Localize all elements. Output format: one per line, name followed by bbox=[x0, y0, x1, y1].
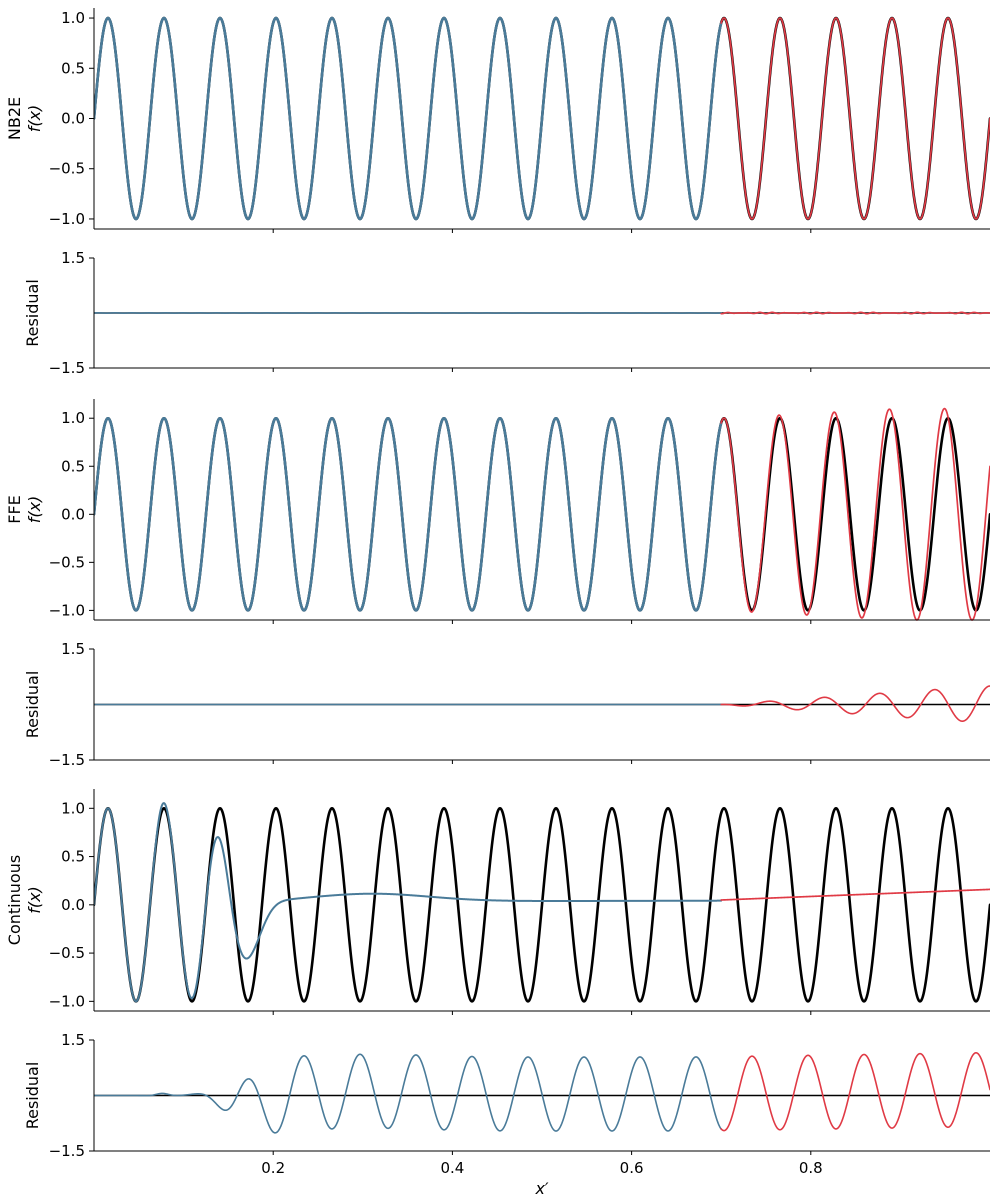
interpolation-residual bbox=[94, 1053, 722, 1134]
panel-2: 1.5 −1.5 Residual bbox=[23, 249, 990, 377]
panel-4: 1.5 −1.5 Residual bbox=[23, 640, 990, 769]
y-axis-label-line-2: f(x) bbox=[25, 105, 44, 133]
x-tick-label: 0.6 bbox=[620, 1159, 644, 1177]
y-axis-label: Residual bbox=[23, 279, 42, 347]
plot-area bbox=[94, 802, 990, 1003]
panel-1: 1.0 0.5 0.0 −0.5 −1.0 NB2E f(x) bbox=[5, 8, 990, 233]
x-tick-label: 0.2 bbox=[261, 1159, 285, 1177]
interpolation-line bbox=[94, 16, 723, 221]
y-axis-label: Residual bbox=[23, 1062, 42, 1130]
y-tick-label: −0.5 bbox=[49, 944, 85, 962]
extrapolation-residual bbox=[720, 1052, 990, 1132]
y-tick-label: −1.5 bbox=[49, 359, 85, 377]
y-tick-label: 1.0 bbox=[61, 409, 85, 427]
y-tick-label: −1.5 bbox=[49, 751, 85, 769]
plot-area bbox=[94, 407, 990, 621]
y-tick-label: 1.5 bbox=[61, 640, 85, 658]
y-axis-label-line-2: f(x) bbox=[25, 496, 44, 524]
y-tick-label: −1.0 bbox=[49, 601, 85, 619]
y-axis-label-line-1: Continuous bbox=[5, 855, 24, 945]
interpolation-line bbox=[94, 802, 723, 1003]
y-tick-label: −1.5 bbox=[49, 1142, 85, 1160]
y-tick-label: −1.0 bbox=[49, 992, 85, 1010]
y-axis-label-line-2: f(x) bbox=[25, 886, 44, 914]
extrapolation-residual bbox=[720, 311, 990, 315]
y-tick-label: −1.0 bbox=[49, 210, 85, 228]
y-axis-label: Residual bbox=[23, 671, 42, 739]
y-tick-label: 0.0 bbox=[61, 896, 85, 914]
y-tick-label: 1.0 bbox=[61, 799, 85, 817]
x-tick-label: 0.8 bbox=[799, 1159, 823, 1177]
y-tick-label: 0.0 bbox=[61, 110, 85, 128]
x-axis-label: x′ bbox=[534, 1179, 548, 1198]
y-tick-label: 1.5 bbox=[61, 249, 85, 267]
y-tick-label: −0.5 bbox=[49, 553, 85, 571]
plot-area bbox=[94, 311, 990, 315]
y-tick-label: −0.5 bbox=[49, 160, 85, 178]
extrapolation-line bbox=[720, 17, 990, 220]
panel-3: 1.0 0.5 0.0 −0.5 −1.0 FFE f(x) bbox=[5, 399, 990, 624]
extrapolation-line bbox=[720, 407, 990, 621]
y-tick-label: 0.5 bbox=[61, 59, 85, 77]
extrapolation-residual bbox=[720, 685, 990, 722]
interpolation-line bbox=[94, 416, 723, 612]
y-tick-label: 1.0 bbox=[61, 9, 85, 27]
plot-area bbox=[94, 685, 990, 722]
y-tick-label: 1.5 bbox=[61, 1031, 85, 1049]
plot-area bbox=[94, 1052, 990, 1134]
plot-area bbox=[94, 16, 990, 221]
x-tick-label: 0.4 bbox=[440, 1159, 464, 1177]
y-tick-label: 0.5 bbox=[61, 457, 85, 475]
y-tick-label: 0.5 bbox=[61, 848, 85, 866]
extrapolation-line bbox=[720, 888, 990, 901]
panel-5: 1.0 0.5 0.0 −0.5 −1.0 Continuous f(x) bbox=[5, 789, 990, 1015]
y-axis-label-line-1: NB2E bbox=[5, 97, 24, 140]
truth-line bbox=[94, 807, 990, 1003]
y-tick-label: 0.0 bbox=[61, 505, 85, 523]
y-axis-label-line-1: FFE bbox=[5, 495, 24, 524]
panel-6: 1.5 −1.5 0.2 0.4 0.6 0.8 x′ Residual bbox=[23, 1031, 990, 1198]
